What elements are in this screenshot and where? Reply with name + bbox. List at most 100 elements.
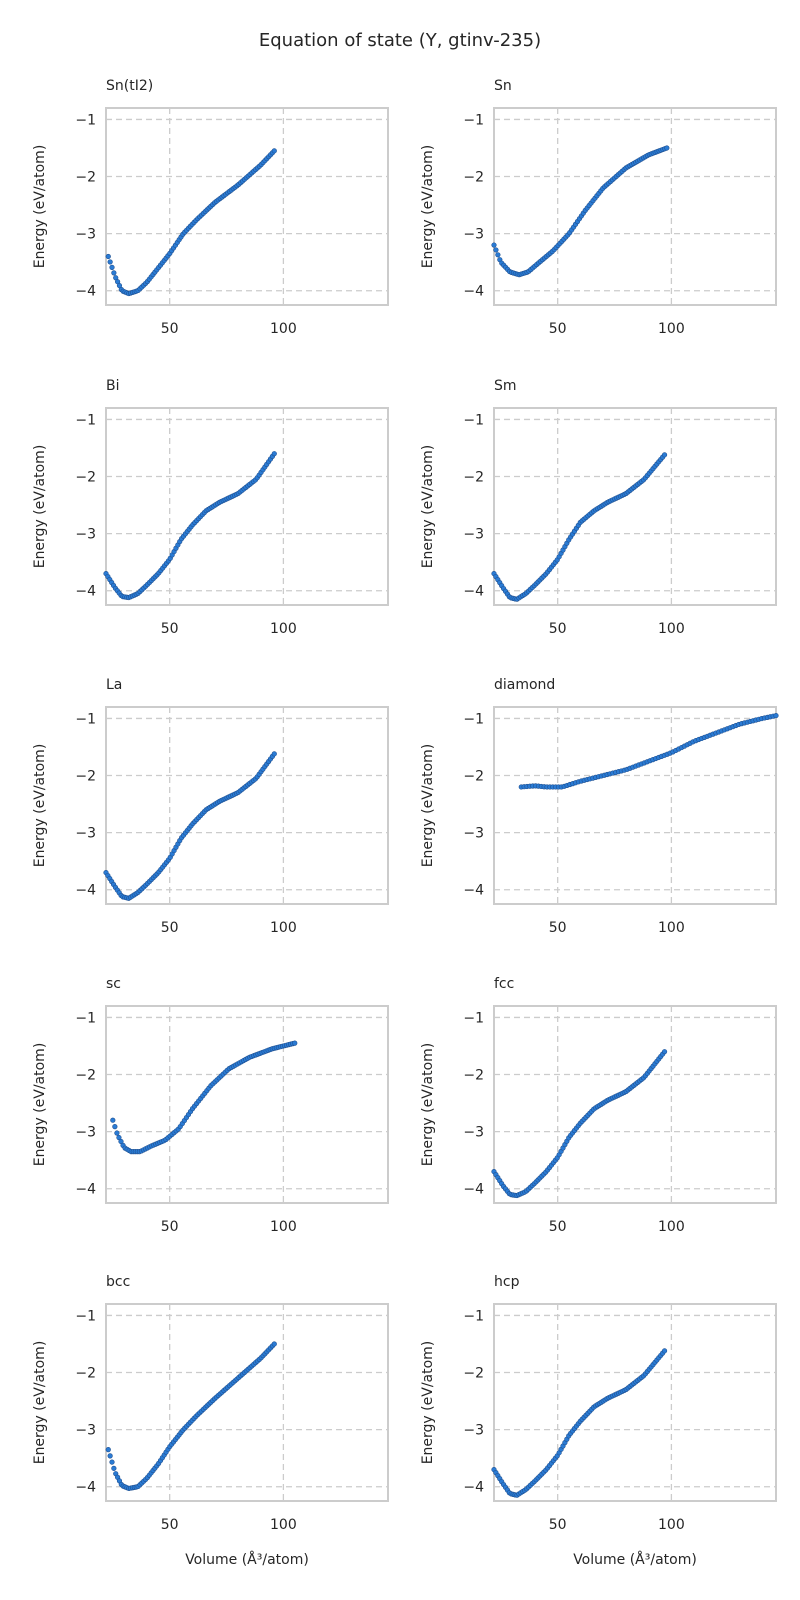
y-tick-label: −2	[75, 1366, 96, 1382]
panel-title: bcc	[106, 1274, 130, 1290]
y-tick-label: −1	[463, 1308, 484, 1324]
y-tick-label: −2	[75, 769, 96, 785]
data-point	[105, 1447, 111, 1453]
x-tick-label: 100	[658, 621, 685, 637]
x-tick-label: 50	[549, 1219, 567, 1235]
data-point	[271, 751, 277, 757]
x-axis-label: Volume (Å³/atom)	[185, 1551, 309, 1568]
x-tick-label: 50	[549, 621, 567, 637]
data-point	[661, 1049, 668, 1055]
x-axis-label: Volume (Å³/atom)	[573, 1551, 697, 1568]
x-tick-label: 100	[658, 920, 685, 936]
data-point	[105, 253, 111, 260]
plot-frame	[105, 407, 389, 606]
y-tick-label: −4	[75, 883, 96, 899]
x-tick-label: 50	[161, 1517, 179, 1533]
y-tick-label: −1	[463, 412, 484, 428]
y-tick-label: −1	[75, 711, 96, 727]
y-axis-label: Energy (eV/atom)	[32, 145, 48, 269]
data-series	[491, 1348, 668, 1498]
figure-title: Equation of state (Y, gtinv-235)	[259, 30, 541, 51]
x-tick-label: 100	[658, 1517, 685, 1533]
y-axis-label: Energy (eV/atom)	[32, 744, 48, 868]
x-tick-label: 50	[549, 321, 567, 337]
data-point	[661, 1348, 668, 1354]
y-tick-label: −4	[463, 883, 484, 899]
y-tick-label: −3	[75, 826, 96, 842]
y-axis-label: Energy (eV/atom)	[420, 744, 436, 868]
plot-frame	[493, 407, 777, 606]
x-tick-label: 100	[658, 321, 685, 337]
y-tick-label: −3	[463, 826, 484, 842]
panel-title: La	[106, 677, 122, 693]
data-series	[491, 1049, 668, 1199]
y-tick-label: −1	[75, 1010, 96, 1026]
panel-title: Sn	[494, 78, 512, 94]
panel-title: Sm	[494, 378, 517, 394]
y-tick-label: −4	[463, 1480, 484, 1496]
panel-title: sc	[106, 976, 121, 992]
plot-frame	[105, 1303, 389, 1502]
y-tick-label: −3	[463, 527, 484, 543]
panel-title: Sn(tI2)	[106, 78, 153, 94]
y-tick-label: −4	[75, 284, 96, 300]
data-series	[103, 451, 277, 601]
plot-frame	[493, 107, 777, 306]
panel-Sn: Sn 50 100 −1 −2 −3 −4 Energy (eV/atom)	[420, 78, 777, 337]
y-tick-label: −4	[463, 584, 484, 600]
y-tick-label: −4	[75, 584, 96, 600]
data-point	[773, 712, 779, 719]
data-series	[105, 148, 277, 297]
x-tick-label: 100	[270, 321, 297, 337]
x-tick-label: 50	[161, 920, 179, 936]
panel-Bi: Bi 50 100 −1 −2 −3 −4 Energy (eV/atom)	[32, 378, 389, 637]
panel-Sn(tI2): Sn(tI2) 50 100 −1 −2 −3 −4 Energy (eV/atom)	[32, 78, 389, 337]
y-tick-label: −3	[75, 1423, 96, 1439]
data-point	[118, 1138, 124, 1145]
x-tick-label: 100	[270, 920, 297, 936]
y-tick-label: −3	[463, 227, 484, 243]
panel-title: fcc	[494, 976, 514, 992]
data-series	[491, 145, 670, 278]
data-point	[493, 247, 499, 253]
y-tick-label: −4	[463, 1182, 484, 1198]
data-point	[107, 1453, 113, 1459]
y-tick-label: −2	[75, 1068, 96, 1084]
y-tick-label: −4	[463, 284, 484, 300]
data-point	[271, 148, 277, 154]
x-tick-label: 100	[270, 621, 297, 637]
data-point	[110, 1117, 116, 1123]
panel-fcc: fcc 50 100 −1 −2 −3 −4 Energy (eV/atom)	[420, 976, 777, 1235]
y-axis-label: Energy (eV/atom)	[420, 145, 436, 269]
data-series	[491, 452, 668, 602]
panel-title: hcp	[494, 1274, 520, 1290]
panel-title: Bi	[106, 378, 120, 394]
y-tick-label: −2	[463, 170, 484, 186]
x-tick-label: 100	[658, 1219, 685, 1235]
data-point	[271, 1341, 277, 1347]
y-tick-label: −2	[463, 1068, 484, 1084]
plot-frame	[105, 107, 389, 306]
y-axis-label: Energy (eV/atom)	[32, 1043, 48, 1167]
y-tick-label: −3	[463, 1125, 484, 1141]
y-tick-label: −3	[75, 1125, 96, 1141]
data-point	[271, 451, 277, 457]
y-tick-label: −4	[75, 1480, 96, 1496]
data-point	[109, 264, 115, 270]
plot-frame	[105, 1005, 389, 1204]
x-tick-label: 50	[161, 321, 179, 337]
y-tick-label: −1	[75, 112, 96, 128]
plot-frame	[493, 706, 777, 905]
data-point	[116, 1134, 122, 1141]
y-tick-label: −2	[463, 1366, 484, 1382]
y-tick-label: −1	[75, 412, 96, 428]
y-tick-label: −1	[463, 112, 484, 128]
y-tick-label: −4	[75, 1182, 96, 1198]
y-tick-label: −1	[75, 1308, 96, 1324]
y-tick-label: −3	[75, 227, 96, 243]
y-axis-label: Energy (eV/atom)	[32, 1341, 48, 1465]
data-series	[518, 712, 779, 790]
y-axis-label: Energy (eV/atom)	[420, 1043, 436, 1167]
data-point	[661, 452, 668, 458]
